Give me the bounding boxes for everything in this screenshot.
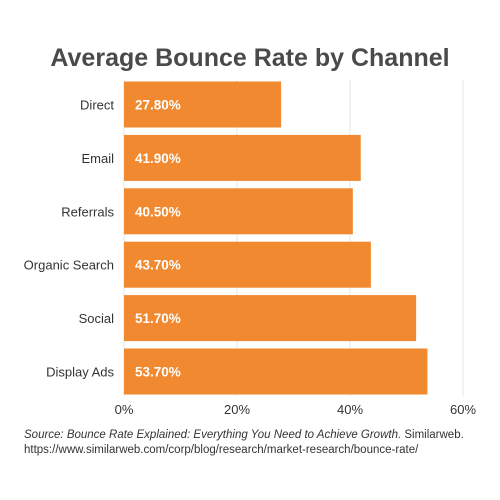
gridlines	[123, 80, 464, 396]
category-label: Organic Search	[24, 258, 114, 273]
category-label: Email	[81, 151, 114, 166]
data-label: 51.70%	[135, 311, 181, 326]
bar	[124, 241, 371, 288]
category-label: Display Ads	[46, 365, 114, 380]
x-tick-label: 0%	[115, 402, 134, 417]
bar	[124, 81, 282, 128]
data-label: 53.70%	[135, 365, 181, 380]
x-axis-ticks: 0% 20% 40% 60%	[115, 402, 477, 417]
bar	[124, 295, 417, 342]
data-label: 43.70%	[135, 258, 181, 273]
data-label: 40.50%	[135, 204, 181, 219]
bar	[124, 348, 428, 395]
source-note: Source: Bounce Rate Explained: Everythin…	[24, 428, 484, 458]
category-label: Direct	[80, 98, 114, 113]
bar	[124, 134, 361, 181]
bars: 27.80% 41.90% 40.50% 43.70% 51.70% 53.70%	[124, 81, 428, 395]
bar	[124, 188, 353, 235]
chart-title: Average Bounce Rate by Channel	[50, 44, 450, 72]
x-tick-label: 20%	[224, 402, 250, 417]
source-url: Similarweb. https://www.similarweb.com/c…	[24, 429, 464, 456]
x-tick-label: 60%	[450, 402, 476, 417]
source-citation: Source: Bounce Rate Explained: Everythin…	[24, 429, 402, 441]
x-tick-label: 40%	[337, 402, 363, 417]
category-label: Referrals	[61, 204, 114, 219]
category-labels: Direct Email Referrals Organic Search Social…	[24, 98, 115, 380]
data-label: 27.80%	[135, 98, 181, 113]
category-label: Social	[79, 311, 115, 326]
data-label: 41.90%	[135, 151, 181, 166]
